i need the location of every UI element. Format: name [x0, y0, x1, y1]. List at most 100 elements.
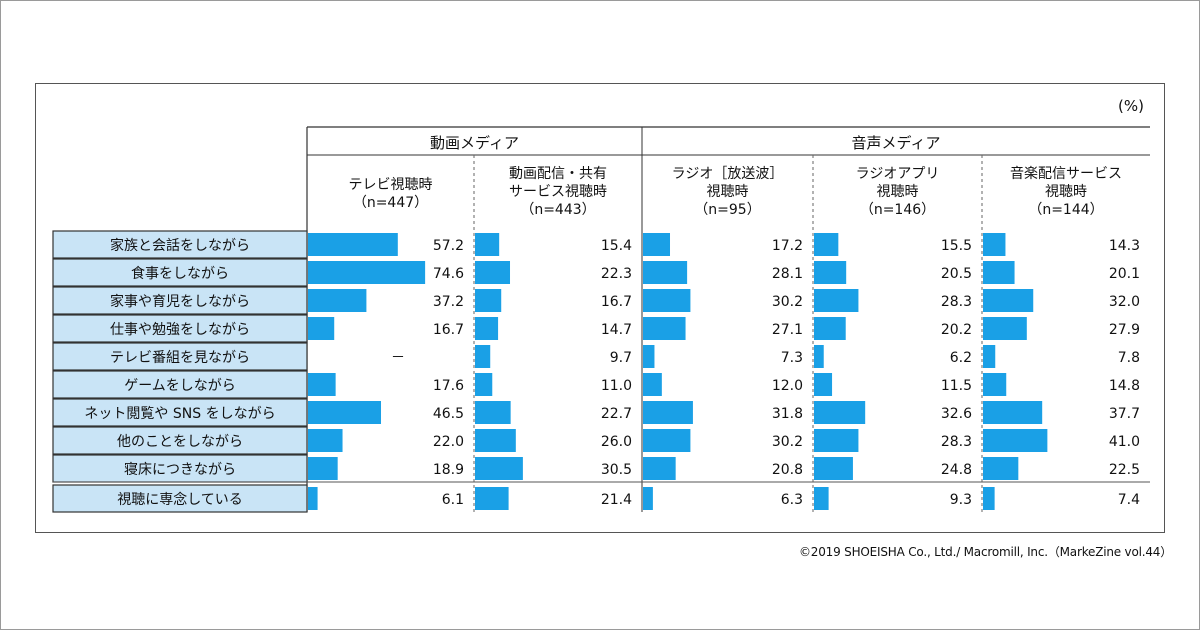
data-label: 37.2 — [433, 294, 464, 310]
data-label: 26.0 — [601, 434, 632, 450]
bar — [475, 317, 499, 340]
bar — [814, 401, 866, 424]
data-label: 12.0 — [772, 378, 803, 394]
row-label-box — [52, 286, 308, 315]
series-header-2-line-1: 視聴時 — [707, 184, 749, 200]
series-header-3-line-1: 視聴時 — [877, 184, 919, 200]
row-label-box — [52, 370, 308, 399]
bar — [475, 289, 502, 312]
data-label: 32.6 — [941, 406, 972, 422]
bar — [643, 457, 676, 480]
bar — [643, 317, 686, 340]
bar — [814, 429, 859, 452]
data-label: 28.3 — [941, 294, 972, 310]
row-label: 寝床につきながら — [124, 461, 236, 478]
data-label: 17.6 — [433, 378, 464, 394]
data-label: 20.5 — [941, 266, 972, 282]
data-label: 24.8 — [941, 462, 972, 478]
copyright-credit: ©2019 SHOEISHA Co., Ltd./ Macromill, Inc… — [799, 545, 1173, 559]
row-label: 仕事や勉強をしながら — [110, 322, 250, 338]
data-label: 22.5 — [1109, 462, 1140, 478]
bar — [308, 373, 336, 396]
data-label: 32.0 — [1109, 294, 1140, 310]
bar — [983, 429, 1048, 452]
series-header-0-line-1: （n=447） — [353, 195, 428, 211]
bar — [814, 345, 824, 368]
bar — [308, 289, 367, 312]
bar — [308, 317, 335, 340]
series-header-4-line-0: 音楽配信サービス — [1010, 165, 1122, 182]
bar — [814, 289, 859, 312]
bar — [475, 401, 511, 424]
data-label: 9.7 — [610, 350, 632, 366]
data-label: 20.8 — [772, 462, 803, 478]
data-label: 14.3 — [1109, 238, 1140, 254]
row-label-box — [52, 398, 308, 427]
row-label-box — [52, 342, 308, 371]
row-label: ネット閲覧や SNS をしながら — [84, 405, 275, 422]
bar — [643, 373, 662, 396]
data-label: 16.7 — [601, 294, 632, 310]
bar — [983, 345, 996, 368]
row-label: 家事や育児をしながら — [110, 293, 250, 310]
data-label: 6.3 — [781, 492, 803, 508]
data-label: 41.0 — [1109, 434, 1140, 450]
bar — [643, 487, 653, 510]
row-label-box — [52, 426, 308, 455]
bar — [308, 487, 318, 510]
bar — [475, 487, 509, 510]
bar — [643, 289, 691, 312]
data-label: 20.2 — [941, 322, 972, 338]
data-label: 28.1 — [772, 266, 803, 282]
data-label: 57.2 — [433, 238, 464, 254]
chart-frame — [35, 83, 1165, 533]
data-label: 7.3 — [781, 350, 803, 366]
data-label: 30.2 — [772, 294, 803, 310]
bar — [814, 233, 839, 256]
row-label-box — [52, 258, 308, 287]
data-label: － — [391, 350, 405, 366]
data-label: 74.6 — [433, 266, 464, 282]
bar — [983, 317, 1027, 340]
data-label: 14.8 — [1109, 378, 1140, 394]
bar — [814, 317, 846, 340]
row-label: ゲームをしながら — [124, 378, 236, 394]
bar — [814, 487, 829, 510]
series-header-1-line-1: サービス視聴時 — [509, 184, 607, 200]
bar — [308, 401, 382, 424]
bar — [475, 429, 516, 452]
group-header-0: 動画メディア — [430, 134, 519, 152]
bar — [308, 233, 398, 256]
data-label: 20.1 — [1109, 266, 1140, 282]
series-header-2-line-0: ラジオ［放送波］ — [672, 166, 784, 182]
data-label: 6.2 — [950, 350, 972, 366]
data-label: 11.0 — [601, 378, 632, 394]
data-label: 6.1 — [442, 492, 464, 508]
bar — [475, 373, 493, 396]
bar — [308, 457, 338, 480]
data-label: 22.0 — [433, 434, 464, 450]
bar — [643, 261, 688, 284]
data-label: 9.3 — [950, 492, 972, 508]
data-label: 18.9 — [433, 462, 464, 478]
bar — [308, 261, 426, 284]
bar — [643, 345, 655, 368]
bar — [983, 261, 1015, 284]
row-label-box — [52, 230, 308, 259]
bar — [308, 429, 343, 452]
row-label: テレビ番組を見ながら — [110, 350, 250, 366]
data-label: 21.4 — [601, 492, 632, 508]
row-label: 家族と会話をしながら — [110, 237, 250, 254]
data-label: 27.1 — [772, 322, 803, 338]
data-label: 7.8 — [1118, 350, 1140, 366]
series-header-4-line-2: （n=144） — [1028, 202, 1103, 218]
data-label: 14.7 — [601, 322, 632, 338]
data-label: 16.7 — [433, 322, 464, 338]
data-label: 15.4 — [601, 238, 632, 254]
row-label-box — [52, 314, 308, 343]
data-label: 30.2 — [772, 434, 803, 450]
data-label: 28.3 — [941, 434, 972, 450]
data-label: 30.5 — [601, 462, 632, 478]
bar — [475, 457, 523, 480]
